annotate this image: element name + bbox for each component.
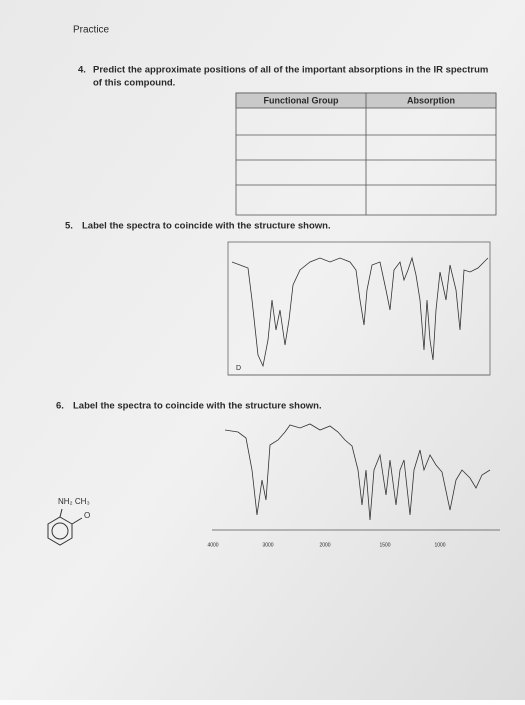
axis-label: 3000 <box>262 542 273 548</box>
table-header-text: Functional Group <box>264 95 339 105</box>
question-text: Predict the approximate positions of all… <box>93 65 488 76</box>
question-text: Label the spectra to coincide with the s… <box>82 221 331 232</box>
answer-table <box>235 92 497 216</box>
question-text: of this compound. <box>93 78 175 89</box>
page-title: Practice <box>73 25 110 36</box>
aromatic-circle <box>51 522 69 540</box>
axis-label: 1500 <box>379 542 390 548</box>
question-number: 6. <box>56 401 64 412</box>
table-header-text: Absorption <box>407 95 455 105</box>
bond <box>59 508 63 518</box>
spectrum-5 <box>227 241 491 376</box>
question-number: 4. <box>78 65 86 76</box>
question-number: 5. <box>65 221 73 232</box>
substituent-label: NH₂ CH₃ <box>58 497 90 506</box>
molecule <box>47 508 83 546</box>
axis-label: 4000 <box>207 542 218 548</box>
spectrum-6 <box>212 423 500 531</box>
spectrum-trace <box>224 423 491 521</box>
oxygen-label: O <box>84 511 90 520</box>
axis-label: 1000 <box>434 542 445 548</box>
spectrum-trace <box>231 256 489 368</box>
axis-label: 2000 <box>319 542 330 548</box>
bond <box>71 517 83 525</box>
question-text: Label the spectra to coincide with the s… <box>73 401 322 412</box>
peak-label: D <box>236 365 241 372</box>
